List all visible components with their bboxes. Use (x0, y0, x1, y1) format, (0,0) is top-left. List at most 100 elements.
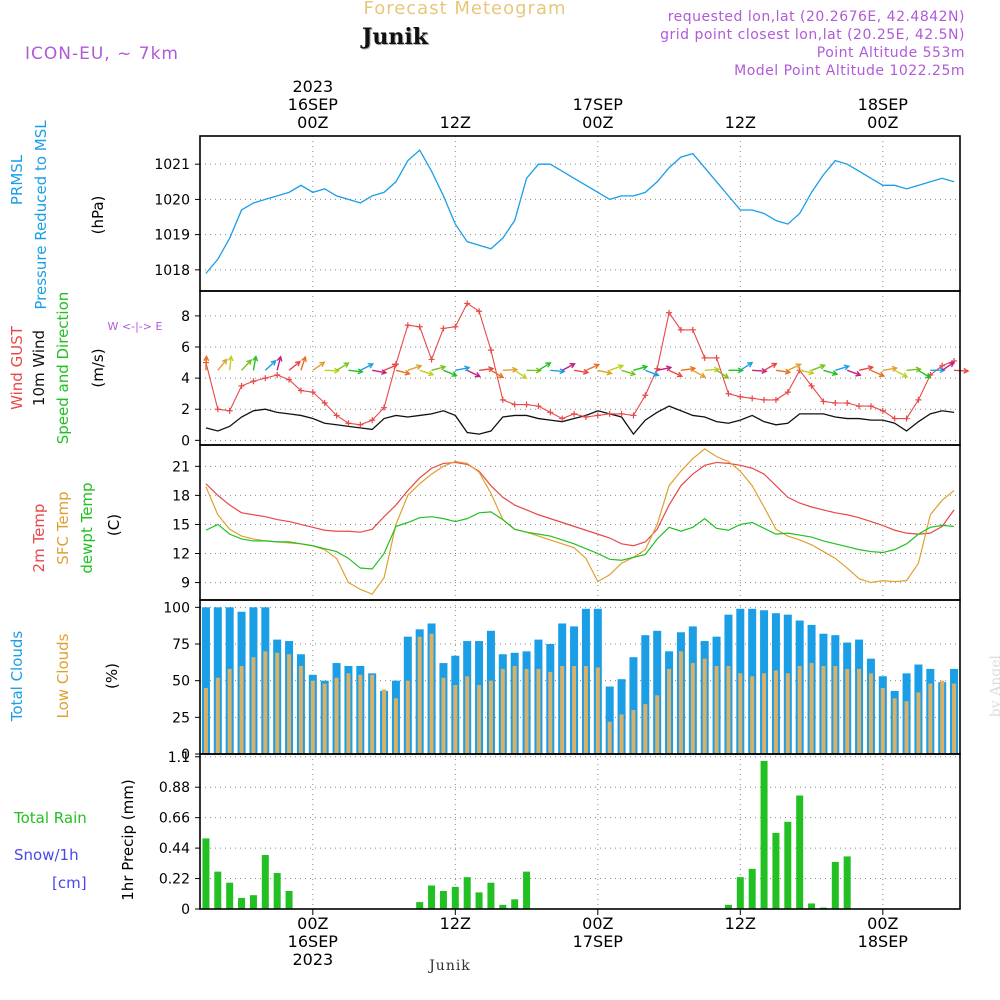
year-label-bottom: 2023 (292, 950, 333, 969)
wind-arrow-head (948, 361, 956, 368)
wind-direction-arrow (276, 356, 282, 371)
wind-arrow-head (498, 372, 505, 379)
low-clouds-bar (239, 666, 244, 754)
wind-direction-arrow (846, 369, 861, 376)
low-clouds-bar (797, 666, 802, 754)
time-tick-label-bottom: 12Z (440, 914, 471, 933)
wind-arrow-head (252, 355, 259, 362)
gust-marker (559, 415, 566, 422)
low-clouds-bar (310, 680, 315, 754)
wind-direction-arrow (550, 369, 565, 373)
wind-arrow-head (301, 355, 307, 363)
low-clouds-bar (346, 673, 351, 754)
wind-arrow-head (700, 372, 707, 378)
wind-arrow-head (294, 360, 302, 367)
station-name: Junik (362, 24, 428, 50)
gust-marker (784, 389, 791, 396)
wind-direction-arrow (585, 363, 600, 371)
wind-speed-line (205, 405, 955, 436)
model-name: ICON-EU, ~ 7km (25, 44, 179, 64)
wind-direction-arrow (228, 356, 232, 371)
wind-arrow-head (270, 359, 277, 366)
low-clouds-bar (572, 666, 577, 754)
wind-direction-arrow (621, 369, 636, 376)
wind-direction-arrow (514, 369, 527, 379)
wind-direction-arrow (407, 365, 422, 371)
wind-direction-arrow (395, 369, 410, 375)
precip-unit: 1hr Precip (mm) (119, 779, 137, 900)
gust-marker (511, 401, 518, 408)
gust-marker (274, 372, 281, 378)
wind-arrow-head (723, 373, 730, 379)
rain-bar (475, 892, 483, 909)
wind-direction-arrow (383, 364, 398, 371)
gust-marker (618, 410, 625, 417)
low-clouds-bar (833, 666, 838, 754)
gust-marker (820, 398, 827, 405)
low-clouds-bar (619, 714, 624, 754)
wind-direction-arrow (372, 369, 387, 374)
low-clouds-bar (477, 685, 482, 754)
rain-bar (511, 899, 519, 909)
rain-bar (261, 855, 269, 909)
snow-label: Snow/1h (14, 846, 79, 864)
gust-marker (666, 309, 673, 316)
y-tick-label: 1018 (154, 263, 190, 279)
low-clouds-bar (322, 683, 327, 754)
gust-marker (404, 322, 411, 329)
rain-bar (249, 895, 257, 909)
wind-arrow-head (629, 370, 637, 377)
wind-arrow-head (939, 367, 946, 374)
total-rain-label: Total Rain (13, 809, 87, 827)
wind-direction-arrow (823, 369, 838, 375)
rain-bar (831, 861, 839, 909)
wind-arrow-head (416, 364, 423, 370)
low-clouds-bar (952, 683, 957, 754)
total-clouds-bar (653, 630, 662, 754)
pressure-label: PRMSL (8, 154, 26, 205)
low-clouds-bar (263, 651, 268, 754)
year-label-top: 2023 (292, 77, 333, 96)
low-clouds-bar (845, 668, 850, 754)
wind-direction-arrow (490, 369, 504, 378)
rain-bar (772, 832, 780, 909)
date-label-top: 16SEP (288, 95, 339, 114)
gust-marker (713, 354, 720, 361)
wind-direction-arrow (466, 369, 481, 378)
wind-arrow-head (343, 362, 350, 368)
wind-direction-arrow (835, 365, 849, 372)
low-clouds-bar (560, 666, 565, 754)
total-clouds-bar (629, 657, 638, 754)
gust-marker (867, 403, 874, 410)
wind-direction-arrow (704, 368, 719, 372)
wind-arrow-head (333, 367, 341, 374)
y-tick-label: 21 (172, 459, 190, 475)
pressure-unit: (hPa) (89, 196, 107, 235)
wind-arrow-head (391, 363, 399, 370)
low-clouds-bar (370, 674, 375, 754)
wind-arrow-head (713, 366, 721, 373)
y-tick-label: 0.88 (159, 780, 190, 796)
low-clouds-bar (868, 673, 873, 754)
time-tick-label-bottom: 12Z (725, 914, 756, 933)
wind-gust-line (205, 302, 955, 426)
y-tick-label: 0 (181, 902, 190, 918)
y-tick-label: 2 (181, 402, 190, 418)
wind-direction-arrow (419, 369, 434, 376)
y-tick-label: 50 (172, 674, 190, 690)
wind-arrow-head (221, 358, 228, 365)
wind-gust-label: Wind GUST (8, 325, 26, 410)
wind-arrow-head (891, 365, 899, 372)
wind-arrow-head (367, 363, 375, 369)
gust-marker (238, 382, 245, 389)
meteogram-title: Forecast Meteogram (363, 0, 567, 19)
gust-marker (369, 417, 376, 424)
low-clouds-bar (726, 666, 731, 754)
wind-arrow-head (357, 368, 364, 375)
gust-marker (772, 396, 779, 403)
gust-marker (226, 407, 233, 414)
gust-marker (262, 375, 269, 382)
wind-direction-arrow (300, 356, 306, 371)
wind-arrow-head (488, 366, 495, 373)
wind-direction-arrow (348, 369, 363, 373)
